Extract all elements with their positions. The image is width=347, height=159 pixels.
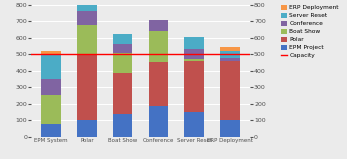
Bar	[41, 96, 61, 124]
Bar	[184, 37, 204, 49]
Bar	[77, 0, 97, 11]
Bar	[113, 35, 133, 44]
Bar	[113, 73, 133, 114]
Bar	[184, 112, 204, 137]
Bar	[41, 54, 61, 79]
Bar	[220, 120, 240, 137]
Bar	[41, 51, 61, 54]
Bar	[77, 11, 97, 24]
Bar	[149, 106, 168, 137]
Bar	[113, 114, 133, 137]
Bar	[41, 124, 61, 137]
Bar	[220, 51, 240, 58]
Bar	[113, 44, 133, 53]
Bar	[77, 120, 97, 137]
Bar	[41, 79, 61, 96]
Bar	[113, 53, 133, 73]
Bar	[149, 21, 168, 31]
Bar	[149, 62, 168, 106]
Bar	[184, 61, 204, 112]
Bar	[220, 47, 240, 51]
Bar	[77, 55, 97, 120]
Bar	[220, 61, 240, 120]
Bar	[220, 58, 240, 61]
Bar	[77, 24, 97, 55]
Bar	[184, 49, 204, 59]
Legend: ERP Deployment, Server Reset, Conference, Boat Show, Polar, EPM Project, Capacit: ERP Deployment, Server Reset, Conference…	[281, 5, 339, 58]
Bar	[184, 59, 204, 61]
Bar	[149, 31, 168, 62]
